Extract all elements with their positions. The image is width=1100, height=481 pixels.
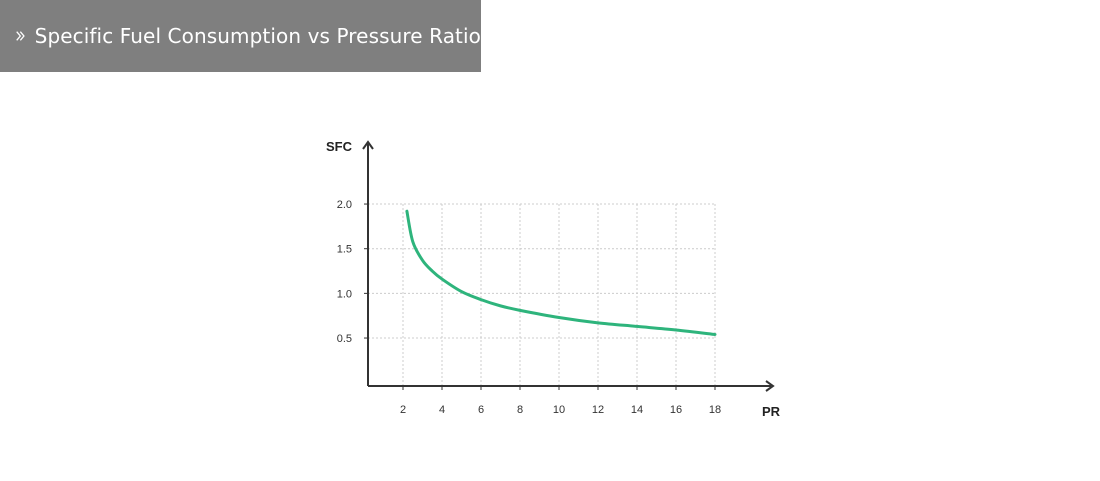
grid-lines (368, 203, 716, 386)
y-axis-label: SFC (326, 139, 353, 154)
x-tick-label: 4 (439, 404, 445, 416)
y-tick-label: 0.5 (337, 333, 352, 345)
y-tick-label: 1.5 (337, 244, 352, 256)
x-tick-label: 14 (631, 404, 643, 416)
x-tick-label: 6 (478, 404, 484, 416)
x-tick-label: 10 (553, 404, 565, 416)
x-axis-label: PR (762, 404, 781, 419)
x-tick-label: 18 (709, 404, 721, 416)
axis-labels: SFC PR (326, 139, 781, 419)
y-tick-label: 2.0 (337, 199, 352, 211)
double-chevron-right-icon (16, 31, 25, 41)
x-tick-label: 2 (400, 404, 406, 416)
page-title: Specific Fuel Consumption vs Pressure Ra… (34, 24, 481, 48)
title-banner: Specific Fuel Consumption vs Pressure Ra… (0, 0, 481, 72)
axes (362, 140, 775, 392)
x-tick-label: 12 (592, 404, 604, 416)
x-tick-label: 16 (670, 404, 682, 416)
y-tick-label: 1.0 (337, 288, 352, 300)
sfc-curve (405, 209, 717, 336)
tick-labels: 2 4 6 8 10 12 14 16 18 0.5 1.0 1.5 2.0 (337, 199, 721, 416)
y-axis-arrow (362, 140, 374, 150)
data-series (405, 209, 717, 336)
x-tick-label: 8 (517, 404, 523, 416)
x-axis-arrow (765, 380, 775, 392)
